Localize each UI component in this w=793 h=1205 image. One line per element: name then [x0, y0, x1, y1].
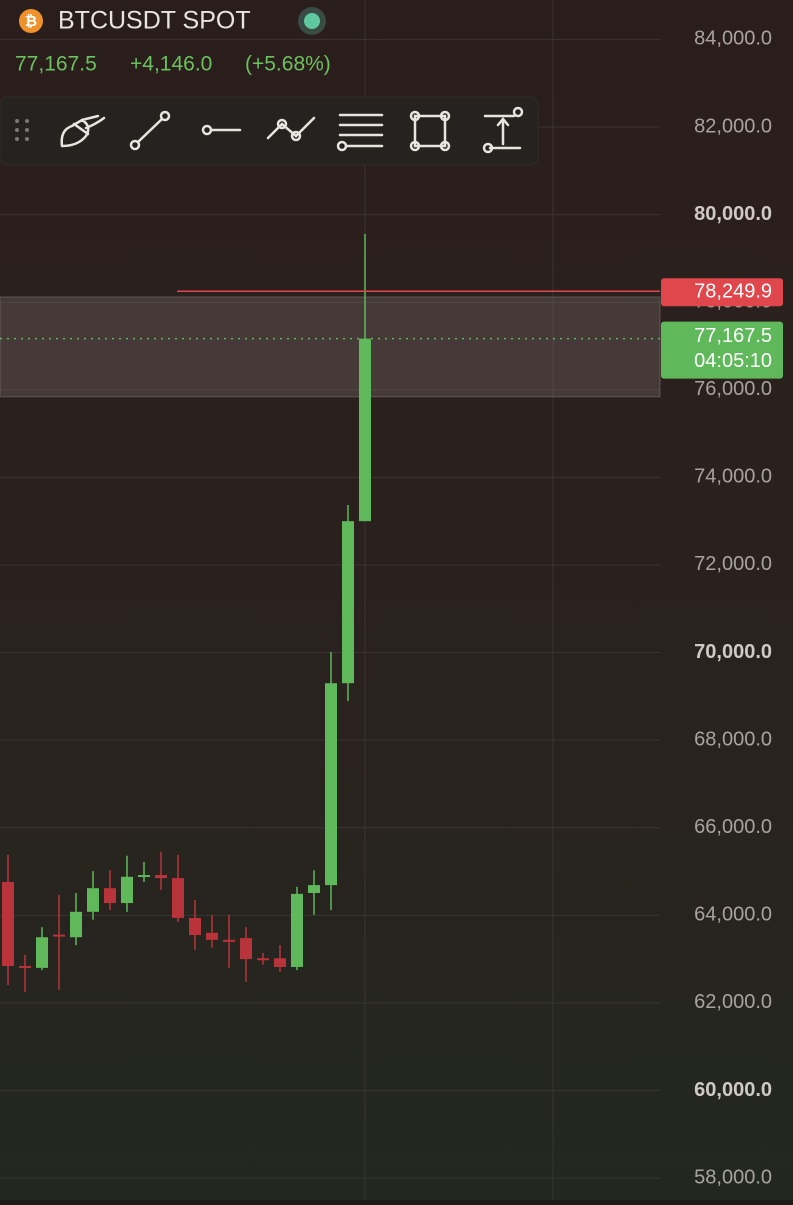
candle-body [104, 888, 116, 904]
y-tick-label: 80,000.0 [694, 203, 772, 225]
ray-tool[interactable] [201, 124, 242, 136]
candle-body [2, 881, 14, 966]
candle-body [53, 934, 65, 937]
measure-tool[interactable] [482, 106, 524, 154]
y-tick-label: 74,000.0 [694, 466, 772, 488]
y-tick-label: 66,000.0 [694, 816, 772, 838]
rect-tool[interactable] [409, 110, 451, 152]
candle-body [36, 937, 48, 968]
candle-body [155, 875, 167, 879]
polyline-tool[interactable] [266, 116, 316, 142]
price-box [661, 321, 783, 379]
grid [0, 0, 660, 1200]
price-box-label: 78,249.9 [694, 281, 772, 303]
y-tick-label: 58,000.0 [694, 1166, 772, 1188]
symbol: BTCUSDT SPOT [58, 7, 251, 35]
candle-body [240, 938, 252, 960]
candle-body [325, 683, 337, 886]
y-tick-label: 76,000.0 [694, 378, 772, 400]
drawing-toolbar [0, 96, 539, 166]
candle-body [172, 878, 184, 918]
y-tick-label: 64,000.0 [694, 904, 772, 926]
last-price: 77,167.5 [15, 53, 97, 76]
candle-body [70, 911, 82, 938]
y-tick-label: 60,000.0 [694, 1079, 772, 1101]
candle-body [274, 958, 286, 968]
y-tick-label: 72,000.0 [694, 553, 772, 575]
candle-body [189, 917, 201, 936]
candle-body [257, 958, 269, 961]
coin-icon [19, 9, 43, 33]
candle-body [359, 338, 371, 522]
coin-symbol: ₿ [25, 13, 37, 30]
price-zone [0, 296, 661, 398]
candle-body [223, 939, 235, 942]
price-box [661, 278, 783, 307]
price-change: +4,146.0 [130, 53, 212, 76]
y-tick-label: 70,000.0 [694, 641, 772, 663]
candle-body [291, 893, 303, 968]
candle-body [121, 876, 133, 904]
status-dot [304, 13, 320, 29]
candle-body [342, 521, 354, 684]
y-tick-label: 62,000.0 [694, 991, 772, 1013]
countdown: 04:05:10 [694, 350, 772, 372]
toolbar-bg [0, 96, 539, 166]
price-box-label: 77,167.5 [694, 325, 772, 347]
brush-tool[interactable] [60, 114, 106, 148]
candle-body [138, 875, 150, 878]
line-tool[interactable] [129, 110, 171, 151]
candle-body [19, 965, 31, 968]
candle-body [308, 885, 320, 893]
price-change-pct: (+5.68%) [245, 53, 331, 76]
drag-handle [15, 119, 29, 141]
y-tick-label: 82,000.0 [694, 115, 772, 137]
y-tick-label: 84,000.0 [694, 28, 772, 50]
fib-tool[interactable] [336, 113, 384, 152]
y-tick-label: 68,000.0 [694, 728, 772, 750]
candle-body [87, 888, 99, 912]
candle-body [206, 932, 218, 940]
